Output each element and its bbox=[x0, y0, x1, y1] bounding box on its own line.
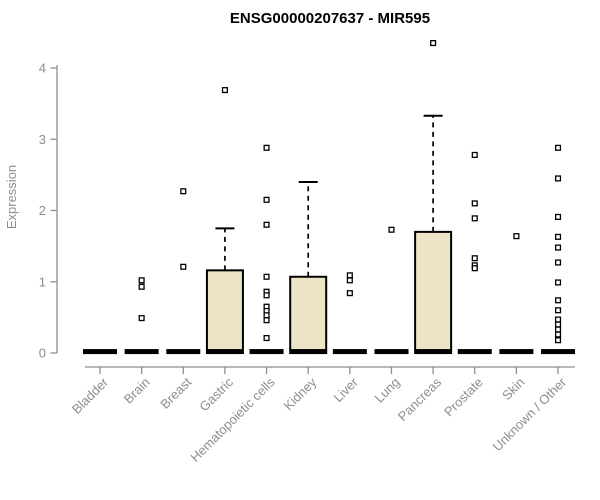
median-line-skin bbox=[499, 349, 534, 355]
outlier-point-hematopoietic-cells bbox=[263, 292, 270, 299]
outlier-point-liver bbox=[346, 290, 353, 297]
x-tick-label-gastric: Gastric bbox=[196, 374, 236, 414]
outlier-point-unknown-other bbox=[554, 279, 562, 286]
outlier-point-unknown-other bbox=[554, 213, 562, 220]
y-tick-label-2: 2 bbox=[39, 203, 46, 218]
outlier-point-brain bbox=[138, 277, 145, 284]
x-tick-label-breast: Breast bbox=[157, 374, 194, 411]
y-tick-label-0: 0 bbox=[39, 346, 46, 361]
median-line-kidney bbox=[289, 349, 327, 355]
median-line-breast bbox=[166, 349, 201, 355]
outlier-point-gastric bbox=[221, 87, 228, 94]
median-line-pancreas bbox=[414, 349, 452, 355]
outlier-point-unknown-other bbox=[554, 297, 562, 304]
x-tick-label-liver: Liver bbox=[330, 374, 361, 405]
outlier-point-skin bbox=[513, 233, 520, 240]
outlier-point-unknown-other bbox=[554, 321, 562, 328]
x-tick-label-kidney: Kidney bbox=[281, 374, 320, 413]
median-line-brain bbox=[124, 349, 159, 355]
outlier-point-lung bbox=[388, 226, 395, 233]
outlier-point-unknown-other bbox=[554, 233, 562, 240]
chart-title: ENSG00000207637 - MIR595 bbox=[230, 10, 430, 27]
outlier-point-liver bbox=[346, 277, 353, 284]
outlier-point-unknown-other bbox=[554, 307, 562, 314]
box-pancreas bbox=[414, 230, 453, 354]
outlier-point-hematopoietic-cells bbox=[263, 317, 270, 324]
median-line-bladder bbox=[83, 349, 117, 355]
median-line-hematopoietic-cells bbox=[249, 349, 284, 355]
outlier-point-hematopoietic-cells bbox=[263, 334, 270, 342]
y-tick-label-1: 1 bbox=[39, 274, 46, 289]
median-line-unknown-other bbox=[541, 349, 576, 355]
outlier-point-breast bbox=[180, 188, 187, 195]
outlier-point-hematopoietic-cells bbox=[263, 144, 270, 151]
median-line-liver bbox=[332, 349, 367, 355]
outlier-point-unknown-other bbox=[554, 144, 562, 151]
x-tick-label-brain: Brain bbox=[121, 375, 153, 407]
outlier-point-unknown-other bbox=[554, 331, 562, 338]
median-line-prostate bbox=[457, 349, 492, 355]
x-tick-label-skin: Skin bbox=[499, 375, 527, 403]
outlier-point-hematopoietic-cells bbox=[263, 312, 270, 319]
outlier-point-unknown-other bbox=[554, 175, 562, 182]
outlier-point-prostate bbox=[471, 265, 478, 272]
outlier-point-brain bbox=[138, 315, 145, 322]
x-tick-label-pancreas: Pancreas bbox=[395, 374, 445, 424]
outlier-point-breast bbox=[180, 263, 187, 270]
y-axis-label: Expression bbox=[4, 165, 19, 229]
outlier-point-hematopoietic-cells bbox=[263, 273, 270, 280]
outlier-point-unknown-other bbox=[554, 316, 562, 323]
outlier-point-hematopoietic-cells bbox=[263, 196, 270, 203]
y-tick-label-3: 3 bbox=[39, 132, 46, 147]
outlier-point-unknown-other bbox=[554, 259, 562, 266]
outlier-point-brain bbox=[138, 283, 145, 290]
x-tick-label-lung: Lung bbox=[372, 375, 403, 406]
outlier-point-hematopoietic-cells bbox=[263, 221, 270, 228]
outlier-point-prostate bbox=[471, 200, 478, 207]
x-tick-label-bladder: Bladder bbox=[69, 374, 112, 417]
x-tick-label-unknown-other: Unknown / Other bbox=[490, 374, 570, 454]
median-line-gastric bbox=[206, 349, 244, 355]
box-gastric bbox=[205, 269, 244, 355]
outlier-point-unknown-other bbox=[554, 337, 562, 344]
outlier-point-prostate bbox=[471, 151, 478, 158]
y-tick-label-4: 4 bbox=[39, 61, 46, 76]
box-kidney bbox=[289, 275, 328, 355]
outlier-point-unknown-other bbox=[554, 326, 562, 333]
outlier-point-pancreas bbox=[430, 40, 437, 47]
x-tick-label-prostate: Prostate bbox=[441, 375, 486, 420]
outlier-point-liver bbox=[346, 272, 353, 279]
median-line-lung bbox=[374, 349, 409, 355]
outlier-point-prostate bbox=[471, 255, 478, 262]
outlier-point-prostate bbox=[471, 215, 478, 222]
outlier-point-unknown-other bbox=[554, 244, 562, 251]
